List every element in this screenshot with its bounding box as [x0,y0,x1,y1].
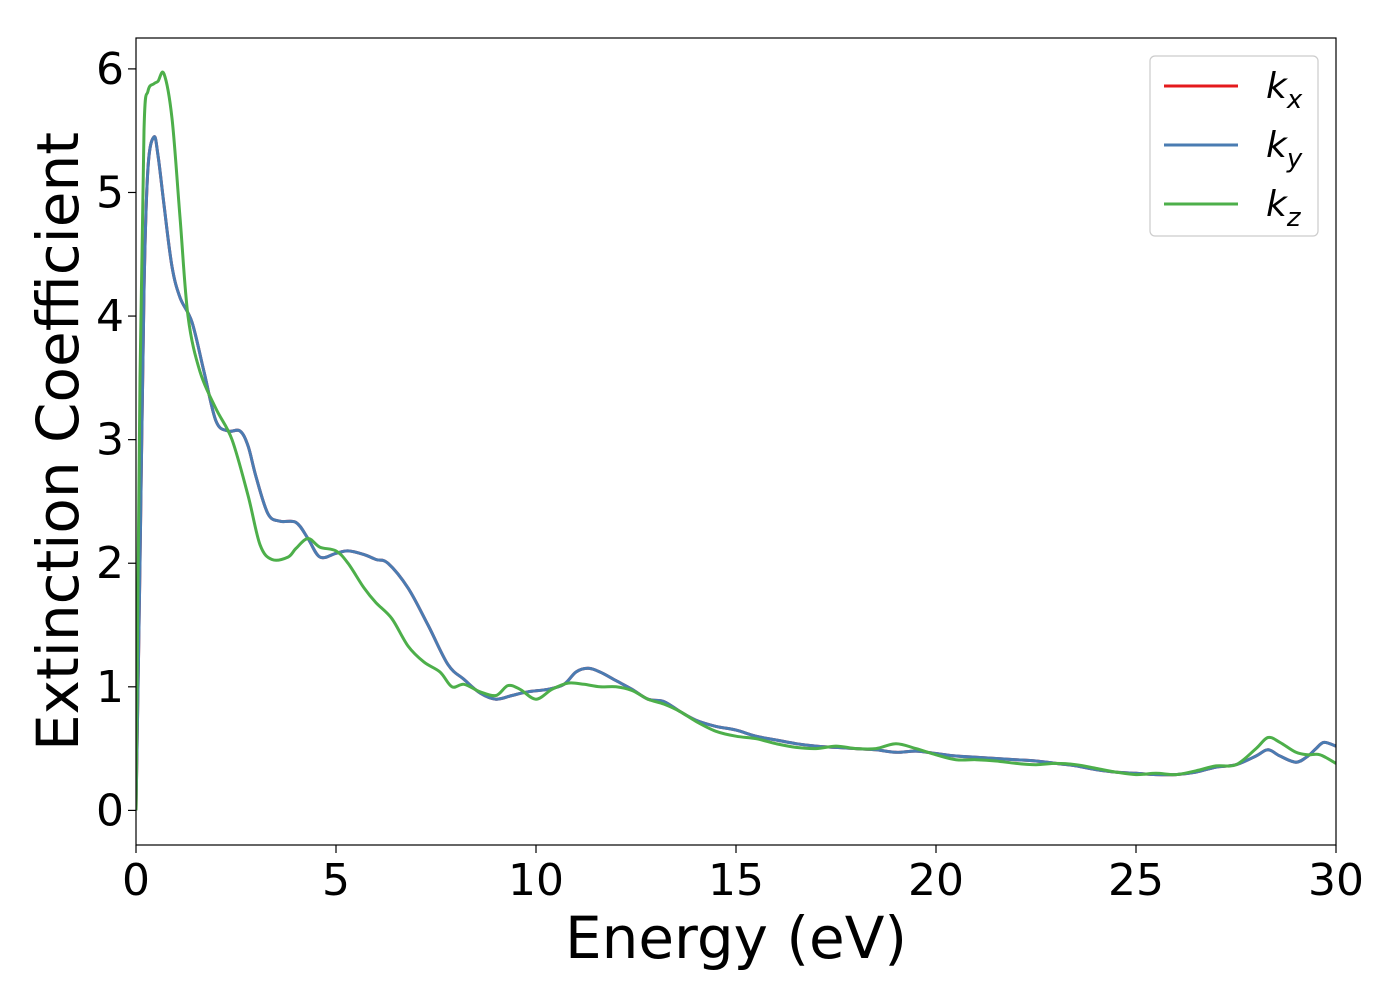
x-tick-label: 30 [1308,855,1364,906]
x-axis: 0 5 10 15 20 25 30 [122,845,1364,906]
series-line-x [136,135,1336,811]
x-axis-title: Energy (eV) [565,904,907,972]
y-tick-label: 3 [96,415,124,466]
x-tick-label: 20 [908,855,964,906]
x-tick-label: 10 [508,855,564,906]
series-layer [136,70,1336,811]
y-tick-label: 2 [96,538,124,589]
legend-label-base: k [1266,184,1289,225]
legend-label-base: k [1266,125,1289,166]
legend-label-z: kz [1266,184,1302,233]
legend-label-subscript: y [1286,144,1303,174]
y-axis: 0 1 2 3 4 5 6 [96,44,136,836]
y-axis-title: Extinction Coefficient [24,132,92,751]
legend-label-subscript: x [1286,85,1303,115]
series-line-z [136,70,1336,811]
x-tick-label: 15 [708,855,764,906]
y-tick-label: 4 [96,291,124,342]
x-tick-label: 0 [122,855,150,906]
legend-label-x: kx [1266,66,1303,115]
legend-label-subscript: z [1286,203,1302,233]
y-tick-label: 1 [96,662,124,713]
y-tick-label: 0 [96,785,124,836]
legend-label-base: k [1266,66,1289,107]
x-tick-label: 25 [1108,855,1164,906]
y-tick-label: 6 [96,44,124,95]
y-tick-label: 5 [96,167,124,218]
x-tick-label: 5 [322,855,350,906]
series-line-y [136,135,1336,811]
legend-label-y: ky [1266,125,1303,174]
